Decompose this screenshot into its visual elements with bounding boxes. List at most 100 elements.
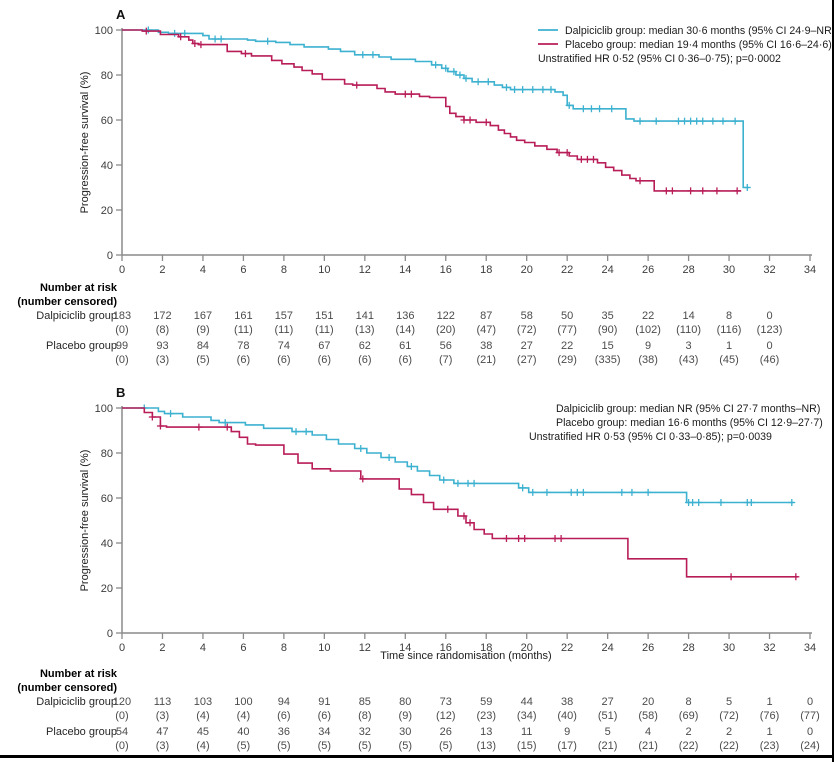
risk-cell: 26 bbox=[439, 726, 452, 738]
y-tick-label: 100 bbox=[95, 25, 113, 37]
risk-cell: (5) bbox=[196, 354, 210, 366]
risk-cell: (7) bbox=[439, 354, 453, 366]
risk-cell: (4) bbox=[196, 710, 210, 722]
risk-cell: (24) bbox=[800, 740, 820, 752]
risk-row-label: Placebo group bbox=[46, 340, 117, 352]
risk-cell: (102) bbox=[635, 324, 661, 336]
risk-cell: 47 bbox=[156, 726, 169, 738]
risk-cell: 15 bbox=[601, 340, 614, 352]
x-tick-label: 20 bbox=[521, 642, 533, 654]
risk-cell: (27) bbox=[516, 354, 537, 366]
risk-cell: (38) bbox=[638, 354, 658, 366]
risk-cell: 14 bbox=[682, 310, 695, 322]
x-tick-label: 30 bbox=[723, 642, 735, 654]
risk-cell: 100 bbox=[234, 696, 253, 708]
risk-cell: (13) bbox=[476, 740, 497, 752]
risk-table-header: Number at risk bbox=[39, 282, 117, 294]
risk-cell: 73 bbox=[439, 696, 452, 708]
x-tick-label: 14 bbox=[399, 642, 411, 654]
risk-cell: (13) bbox=[355, 324, 375, 336]
survival-curve-dalpiciclib bbox=[122, 407, 794, 504]
risk-cell: (72) bbox=[516, 324, 537, 336]
hr-annotation: Unstratified HR 0·53 (95% CI 0·33–0·85);… bbox=[529, 431, 772, 443]
risk-cell: (34) bbox=[516, 710, 537, 722]
risk-cell: (5) bbox=[439, 740, 453, 752]
risk-cell: 11 bbox=[520, 726, 533, 738]
y-tick-label: 20 bbox=[101, 205, 113, 217]
right-edge-border bbox=[832, 0, 834, 762]
risk-cell: 54 bbox=[115, 726, 129, 738]
risk-cell: 40 bbox=[237, 726, 250, 738]
risk-cell: 9 bbox=[564, 726, 571, 738]
risk-cell: 1 bbox=[766, 726, 773, 738]
risk-cell: 141 bbox=[355, 310, 374, 322]
risk-cell: 56 bbox=[439, 340, 452, 352]
risk-cell: 84 bbox=[196, 340, 210, 352]
risk-cell: 22 bbox=[561, 340, 574, 352]
risk-cell: 5 bbox=[725, 696, 733, 708]
risk-cell: 113 bbox=[153, 696, 172, 708]
risk-cell: 9 bbox=[645, 340, 652, 352]
y-tick-label: 0 bbox=[107, 250, 113, 262]
risk-cell: 0 bbox=[806, 726, 814, 738]
risk-cell: 34 bbox=[318, 726, 331, 738]
risk-cell: 62 bbox=[358, 340, 371, 352]
risk-cell: 85 bbox=[358, 696, 371, 708]
risk-table-header: (number censored) bbox=[17, 682, 117, 694]
risk-cell: (4) bbox=[236, 710, 251, 722]
x-tick-label: 24 bbox=[602, 264, 614, 276]
risk-cell: 4 bbox=[645, 726, 652, 738]
risk-cell: (0) bbox=[115, 710, 129, 722]
x-tick-label: 16 bbox=[440, 642, 452, 654]
censor-marks-dalpiciclib bbox=[144, 26, 751, 191]
risk-cell: (0) bbox=[115, 740, 129, 752]
risk-cell: 30 bbox=[399, 726, 412, 738]
x-tick-label: 24 bbox=[602, 642, 614, 654]
risk-cell: 0 bbox=[806, 696, 814, 708]
risk-cell: 35 bbox=[601, 310, 614, 322]
risk-cell: (23) bbox=[759, 740, 780, 752]
y-tick-label: 60 bbox=[101, 493, 113, 505]
risk-cell: (9) bbox=[398, 710, 412, 722]
risk-cell: (335) bbox=[594, 354, 621, 366]
risk-cell: 32 bbox=[358, 726, 371, 738]
risk-cell: 161 bbox=[234, 310, 253, 322]
risk-cell: (4) bbox=[196, 740, 210, 752]
y-tick-label: 60 bbox=[101, 115, 113, 127]
risk-cell: 93 bbox=[156, 340, 169, 352]
risk-cell: (12) bbox=[435, 710, 456, 722]
risk-cell: 94 bbox=[277, 696, 290, 708]
risk-cell: 45 bbox=[196, 726, 210, 738]
risk-cell: 22 bbox=[641, 310, 655, 322]
risk-cell: (8) bbox=[358, 710, 372, 722]
risk-cell: 2 bbox=[725, 726, 733, 738]
risk-cell: 87 bbox=[480, 310, 493, 322]
risk-cell: 183 bbox=[112, 310, 132, 322]
risk-cell: (77) bbox=[557, 324, 577, 336]
risk-cell: (116) bbox=[716, 324, 742, 336]
risk-cell: (46) bbox=[759, 354, 780, 366]
risk-cell: 103 bbox=[193, 696, 213, 708]
x-tick-label: 6 bbox=[240, 264, 246, 276]
risk-cell: 136 bbox=[396, 310, 415, 322]
risk-row-label: Placebo group bbox=[46, 726, 117, 738]
risk-cell: (21) bbox=[476, 354, 497, 366]
x-tick-label: 32 bbox=[763, 642, 775, 654]
hr-annotation: Unstratified HR 0·52 (95% CI 0·36–0·75);… bbox=[538, 53, 781, 65]
y-tick-label: 40 bbox=[101, 160, 113, 172]
risk-row-label: Dalpiciclib group bbox=[36, 310, 117, 322]
x-tick-label: 32 bbox=[763, 264, 775, 276]
x-tick-label: 10 bbox=[318, 642, 330, 654]
y-axis-title: Progression-free survival (%) bbox=[79, 72, 91, 214]
risk-cell: (123) bbox=[756, 324, 783, 336]
x-tick-label: 0 bbox=[119, 264, 125, 276]
risk-cell: 36 bbox=[277, 726, 290, 738]
risk-cell: (69) bbox=[678, 710, 699, 722]
risk-cell: (0) bbox=[115, 324, 129, 336]
censor-marks-placebo bbox=[148, 413, 800, 581]
x-tick-label: 0 bbox=[119, 642, 125, 654]
risk-cell: 1 bbox=[766, 696, 773, 708]
y-axis-title: Progression-free survival (%) bbox=[79, 450, 91, 592]
x-tick-label: 28 bbox=[682, 642, 694, 654]
